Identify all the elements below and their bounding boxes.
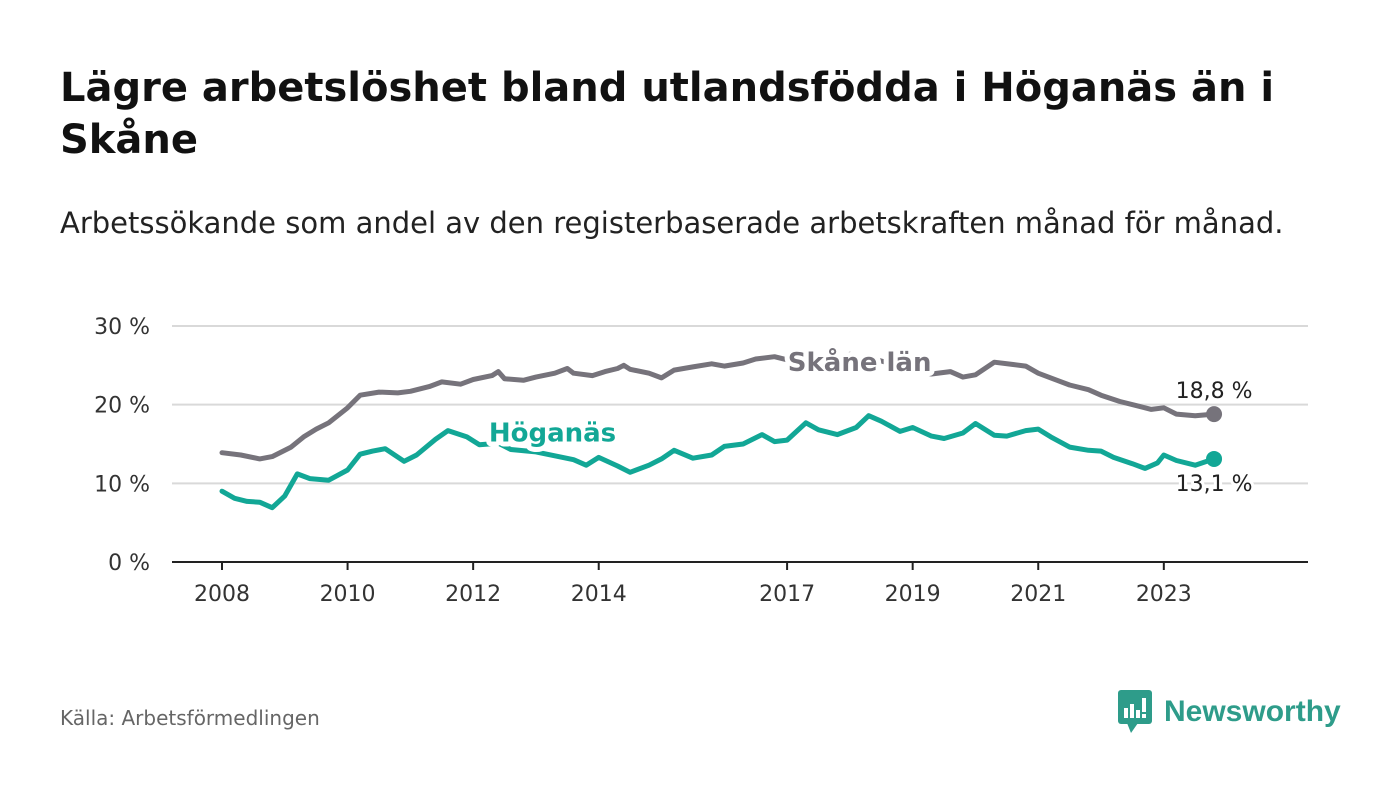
series-label-halo: Skåne län xyxy=(788,346,932,378)
x-tick-label: 2014 xyxy=(571,582,627,607)
series-name-label: Skåne län xyxy=(788,346,932,378)
y-tick-label: 30 % xyxy=(94,315,150,340)
axes: 0 % 10 % 20 % 30 % 2008 2010 2012 2014 2017 2019 2… xyxy=(94,315,1308,607)
end-value-label: 13,1 % xyxy=(1176,472,1253,497)
x-tick-label: 2021 xyxy=(1010,582,1066,607)
series-line-skåne-län xyxy=(219,351,1217,462)
end-value-label: 18,8 % xyxy=(1176,379,1253,404)
source-note: Källa: Arbetsförmedlingen xyxy=(60,706,320,730)
chart-title: Lägre arbetslöshet bland utlandsfödda i … xyxy=(60,65,1275,163)
end-value-halo: 18,8 % xyxy=(1176,379,1253,404)
x-tick-label: 2010 xyxy=(320,582,376,607)
chart-subtitle: Arbetssökande som andel av den registerb… xyxy=(60,206,1284,240)
y-tick-label: 10 % xyxy=(94,472,150,497)
y-tick-label: 20 % xyxy=(94,394,150,419)
brand-name: Newsworthy xyxy=(1164,695,1341,728)
brand-logo: Newsworthy xyxy=(1118,690,1341,734)
series-name-label: Höganäs xyxy=(489,419,616,449)
x-tick-label: 2017 xyxy=(759,582,815,607)
series-line-höganäs xyxy=(219,413,1217,511)
line-chart: 0 % 10 % 20 % 30 % 2008 2010 2012 2014 2017 2019 2… xyxy=(94,315,1308,607)
x-tick-label: 2008 xyxy=(194,582,250,607)
x-tick-label: 2012 xyxy=(445,582,501,607)
series-end-dot-skåne-län xyxy=(1206,406,1223,423)
series-label-halo: Höganäs xyxy=(489,419,616,449)
end-value-halo: 13,1 % xyxy=(1176,472,1253,497)
y-tick-label: 0 % xyxy=(108,551,150,576)
series-end-dot-höganäs xyxy=(1206,450,1223,467)
x-tick-label: 2019 xyxy=(885,582,941,607)
newsworthy-logo-icon xyxy=(1118,690,1152,733)
gridlines xyxy=(172,325,1308,485)
x-tick-label: 2023 xyxy=(1136,582,1192,607)
series-lines xyxy=(219,351,1223,511)
